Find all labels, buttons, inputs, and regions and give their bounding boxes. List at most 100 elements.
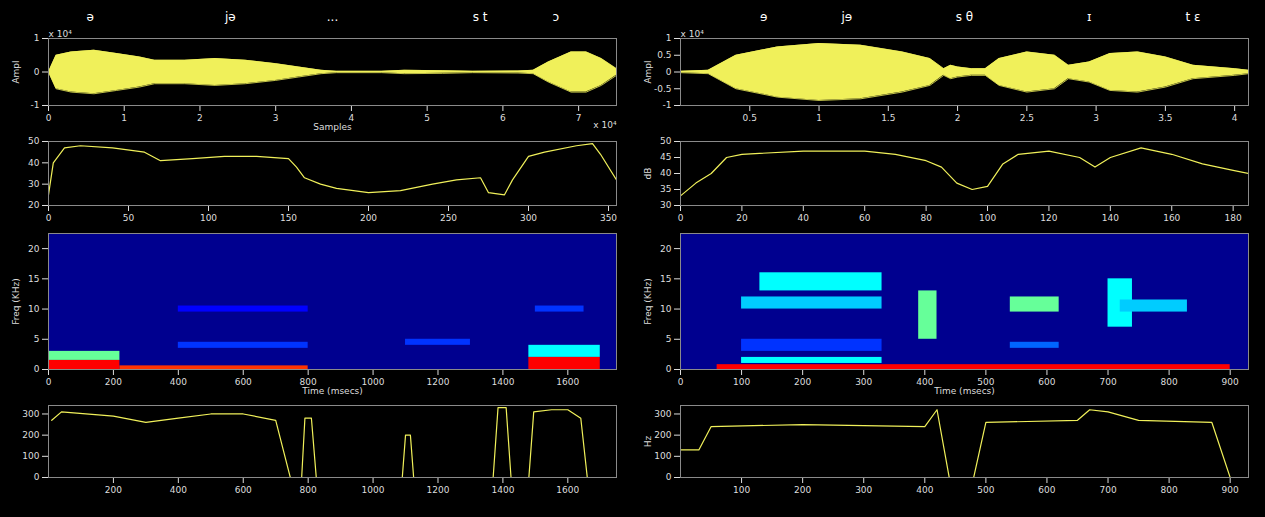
svg-text:s θ: s θ — [956, 10, 973, 24]
svg-text:Freq (KHz): Freq (KHz) — [11, 278, 21, 325]
svg-text:0.5: 0.5 — [657, 50, 671, 60]
svg-text:0: 0 — [666, 472, 672, 482]
svg-text:1: 1 — [816, 113, 822, 123]
svg-text:0: 0 — [666, 67, 672, 77]
svg-text:1: 1 — [121, 113, 127, 123]
svg-text:200: 200 — [654, 430, 671, 440]
svg-text:200: 200 — [22, 430, 39, 440]
svg-text:Ampl: Ampl — [643, 60, 653, 83]
svg-text:30: 30 — [28, 179, 40, 189]
svg-text:300: 300 — [654, 409, 671, 419]
svg-text:Samples: Samples — [313, 122, 352, 132]
svg-text:t ɛ: t ɛ — [1186, 10, 1201, 24]
svg-text:15: 15 — [660, 274, 671, 284]
svg-text:300: 300 — [520, 213, 537, 223]
svg-text:100: 100 — [733, 377, 750, 387]
svg-text:400: 400 — [170, 377, 187, 387]
svg-text:300: 300 — [855, 377, 872, 387]
svg-text:ə: ə — [86, 10, 93, 24]
svg-text:40: 40 — [798, 213, 810, 223]
svg-text:-1: -1 — [31, 100, 40, 110]
svg-text:300: 300 — [855, 485, 872, 495]
svg-text:0: 0 — [46, 213, 52, 223]
svg-text:80: 80 — [920, 213, 932, 223]
svg-text:3: 3 — [273, 113, 279, 123]
svg-text:1000: 1000 — [362, 485, 385, 495]
svg-text:jə: jə — [224, 10, 236, 24]
svg-text:10: 10 — [28, 304, 40, 314]
svg-text:100: 100 — [979, 213, 996, 223]
svg-text:800: 800 — [300, 485, 317, 495]
svg-text:x 10⁴: x 10⁴ — [593, 120, 617, 130]
svg-text:2: 2 — [197, 113, 203, 123]
svg-text:250: 250 — [440, 213, 457, 223]
svg-text:1.5: 1.5 — [881, 113, 895, 123]
svg-text:0: 0 — [34, 364, 40, 374]
svg-text:0.5: 0.5 — [743, 113, 757, 123]
svg-text:3.5: 3.5 — [1158, 113, 1172, 123]
svg-text:35: 35 — [660, 184, 671, 194]
svg-text:1200: 1200 — [427, 485, 450, 495]
svg-text:15: 15 — [28, 274, 39, 284]
svg-text:0: 0 — [34, 472, 40, 482]
svg-text:120: 120 — [1040, 213, 1057, 223]
svg-text:-1: -1 — [663, 100, 672, 110]
svg-text:200: 200 — [105, 377, 122, 387]
svg-text:800: 800 — [1161, 485, 1178, 495]
svg-text:s t: s t — [473, 10, 488, 24]
svg-text:50: 50 — [28, 136, 40, 146]
svg-text:ɔ: ɔ — [553, 10, 560, 24]
svg-text:20: 20 — [28, 243, 40, 253]
svg-text:Ampl: Ampl — [11, 60, 21, 83]
svg-text:40: 40 — [28, 158, 40, 168]
svg-text:1: 1 — [34, 33, 40, 43]
svg-text:dB: dB — [643, 168, 653, 180]
svg-text:150: 150 — [280, 213, 297, 223]
svg-text:400: 400 — [916, 485, 933, 495]
svg-text:300: 300 — [22, 409, 39, 419]
svg-text:600: 600 — [235, 485, 252, 495]
svg-text:50: 50 — [123, 213, 135, 223]
svg-text:180: 180 — [1225, 213, 1242, 223]
svg-text:x 10⁴: x 10⁴ — [49, 29, 73, 39]
svg-text:1: 1 — [666, 33, 672, 43]
svg-text:200: 200 — [794, 485, 811, 495]
svg-text:jɘ: jɘ — [840, 10, 852, 24]
svg-text:3: 3 — [1093, 113, 1099, 123]
svg-text:350: 350 — [600, 213, 617, 223]
svg-text:0: 0 — [34, 67, 40, 77]
svg-text:...: ... — [327, 10, 338, 24]
svg-text:5: 5 — [34, 334, 40, 344]
svg-text:500: 500 — [977, 485, 994, 495]
svg-text:600: 600 — [235, 377, 252, 387]
svg-text:Time (msecs): Time (msecs) — [301, 386, 363, 396]
svg-text:20: 20 — [660, 243, 672, 253]
svg-text:100: 100 — [654, 451, 671, 461]
svg-text:700: 700 — [1099, 377, 1116, 387]
svg-text:10: 10 — [660, 304, 672, 314]
svg-text:45: 45 — [660, 152, 671, 162]
svg-text:800: 800 — [1161, 377, 1178, 387]
svg-text:20: 20 — [28, 200, 40, 210]
svg-text:Hz: Hz — [643, 435, 653, 447]
svg-text:6: 6 — [500, 113, 506, 123]
svg-text:100: 100 — [733, 485, 750, 495]
svg-text:140: 140 — [1102, 213, 1119, 223]
svg-text:ɪ: ɪ — [1087, 10, 1091, 24]
svg-text:40: 40 — [660, 168, 672, 178]
svg-text:Freq (KHz): Freq (KHz) — [643, 278, 653, 325]
svg-text:-0.5: -0.5 — [654, 84, 672, 94]
svg-text:4: 4 — [1232, 113, 1238, 123]
svg-text:1200: 1200 — [427, 377, 450, 387]
svg-text:2.5: 2.5 — [1020, 113, 1034, 123]
svg-text:1000: 1000 — [362, 377, 385, 387]
svg-text:0: 0 — [666, 364, 672, 374]
svg-text:0: 0 — [46, 377, 52, 387]
svg-text:900: 900 — [1222, 485, 1239, 495]
svg-text:7: 7 — [576, 113, 582, 123]
svg-text:400: 400 — [916, 377, 933, 387]
svg-text:0: 0 — [678, 213, 684, 223]
svg-text:100: 100 — [22, 451, 39, 461]
svg-text:50: 50 — [660, 136, 672, 146]
svg-text:2: 2 — [955, 113, 961, 123]
